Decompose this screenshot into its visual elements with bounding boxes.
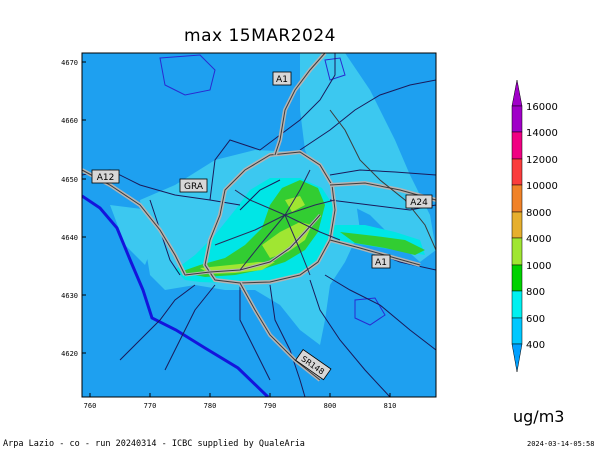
y-axis: 4670 4660 4650 4640 4630 4620 [61,59,86,358]
legend-label: 8000 [526,208,551,219]
legend-label: 800 [526,287,545,298]
road-label-a12: A12 [91,169,120,184]
legend-bin-14000 [511,105,523,133]
y-tick-label: 4660 [61,117,78,125]
legend-bin-400 [511,317,523,345]
y-tick-label: 4630 [61,292,78,300]
x-axis: 760 770 780 790 800 810 [84,393,397,410]
road-label-gra: GRA [179,178,208,193]
field-4000-core [262,222,312,258]
legend-label: 600 [526,314,545,325]
city-radials [214,169,341,276]
plot-frame [81,52,437,398]
legend-label: 400 [526,340,545,351]
road-label-a24: A24 [405,194,433,209]
road-label-a1-south: A1 [371,254,391,269]
field-600-west [110,205,155,265]
road-label-text: A12 [97,173,115,183]
road-label-a1-north: A1 [272,71,292,86]
road-label-text: A1 [276,75,288,85]
legend-bin-10000 [511,158,523,186]
legend-bin-800 [511,264,523,292]
legend-bin-1000 [511,237,523,266]
legend-label: 1000 [526,261,551,272]
y-tick-label: 4650 [61,176,78,184]
footer-credits: Arpa Lazio - co - run 20240314 - ICBC su… [3,439,305,449]
x-tick-label: 790 [264,402,277,410]
y-tick-label: 4620 [61,350,78,358]
legend-arrow-bottom [511,343,523,373]
field-4000-north [285,196,305,212]
field-600-north [300,53,436,262]
legend-label: 4000 [526,234,551,245]
legend-bin-12000 [511,131,523,160]
legend-arrow-top [511,79,523,107]
legend-bin-4000 [511,211,523,239]
lake-bracciano [159,54,216,96]
sea [82,196,268,397]
legend-bin-8000 [511,184,523,213]
gra-ring [202,149,338,286]
road-label-text: A1 [375,258,387,268]
color-legend: 16000 14000 12000 10000 8000 4000 1000 8… [511,79,558,373]
x-tick-label: 810 [384,402,397,410]
y-tick-label: 4670 [61,59,78,67]
map-title: max 15MAR2024 [184,26,336,46]
legend-label: 12000 [526,155,558,166]
concentration-map [82,53,436,397]
x-tick-label: 760 [84,402,97,410]
legend-label: 10000 [526,181,558,192]
footer-timestamp: 2024-03-14-05:58 [527,440,595,448]
road-label-text: GRA [184,182,204,192]
coastline [82,194,270,397]
x-tick-label: 770 [144,402,157,410]
legend-label: 16000 [526,102,558,113]
unit-label: ug/m3 [513,407,565,426]
legend-label: 14000 [526,128,558,139]
y-tick-label: 4640 [61,234,78,242]
road-label-text: A24 [410,198,428,208]
x-tick-label: 800 [324,402,337,410]
lake-south-east [354,297,386,326]
legend-bin-600 [511,290,523,319]
x-tick-label: 780 [204,402,217,410]
field-1000-east [340,232,425,255]
